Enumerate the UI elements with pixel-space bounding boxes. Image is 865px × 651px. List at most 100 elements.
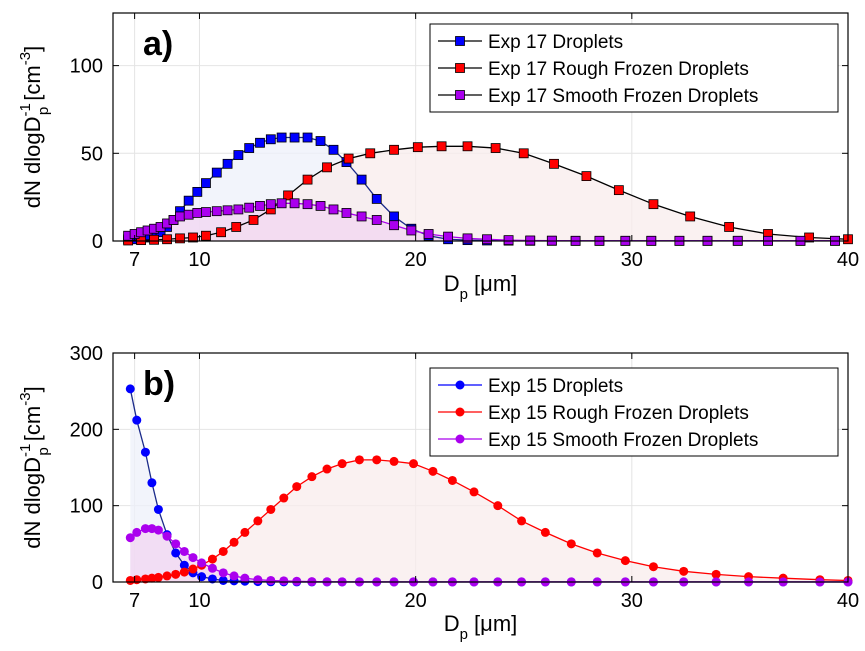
panel-label: a) bbox=[143, 25, 173, 63]
data-point bbox=[517, 516, 527, 526]
data-point bbox=[365, 148, 376, 159]
data-point bbox=[132, 415, 142, 425]
data-point bbox=[218, 568, 228, 578]
data-point bbox=[183, 209, 194, 220]
legend-entry: Exp 17 Rough Frozen Droplets bbox=[488, 59, 749, 80]
data-point bbox=[648, 199, 659, 210]
data-point bbox=[175, 233, 185, 244]
data-point bbox=[188, 232, 198, 243]
legend-box bbox=[429, 23, 839, 113]
data-point bbox=[343, 153, 354, 164]
data-point bbox=[266, 504, 276, 514]
data-point bbox=[337, 459, 347, 469]
data-point bbox=[276, 198, 287, 209]
data-point bbox=[197, 558, 207, 568]
data-point bbox=[462, 233, 473, 244]
data-point bbox=[389, 220, 399, 231]
data-point bbox=[240, 573, 250, 583]
data-point bbox=[302, 199, 313, 210]
y-tick-label: 0 bbox=[92, 572, 103, 594]
data-point bbox=[540, 527, 550, 537]
data-point bbox=[302, 174, 313, 185]
data-point bbox=[162, 234, 172, 245]
data-point bbox=[179, 546, 189, 556]
data-point bbox=[276, 132, 287, 143]
data-point bbox=[265, 199, 276, 210]
data-point bbox=[240, 527, 250, 537]
legend-marker bbox=[455, 434, 465, 444]
legend-marker bbox=[455, 407, 465, 417]
data-point bbox=[153, 525, 163, 535]
data-point bbox=[201, 178, 211, 189]
data-point bbox=[482, 234, 492, 245]
data-point bbox=[371, 215, 382, 225]
data-point bbox=[162, 571, 172, 581]
data-point bbox=[436, 141, 447, 152]
data-point bbox=[253, 516, 263, 526]
data-point bbox=[462, 141, 473, 152]
data-point bbox=[341, 208, 352, 218]
data-point bbox=[183, 195, 194, 206]
data-point bbox=[711, 569, 721, 579]
data-point bbox=[322, 464, 332, 474]
data-point bbox=[620, 556, 630, 566]
data-point bbox=[216, 227, 226, 238]
data-point bbox=[140, 524, 150, 534]
x-tick-label: 20 bbox=[405, 590, 427, 612]
data-point bbox=[188, 564, 198, 574]
x-tick-label: 10 bbox=[188, 249, 210, 271]
data-point bbox=[229, 537, 239, 547]
data-point bbox=[171, 539, 181, 549]
data-point bbox=[211, 206, 222, 217]
data-point bbox=[207, 554, 217, 564]
legend-marker bbox=[455, 36, 465, 46]
data-point bbox=[356, 174, 367, 185]
data-point bbox=[171, 548, 181, 558]
y-tick-label: 0 bbox=[92, 231, 103, 253]
data-point bbox=[443, 231, 453, 242]
legend-entry: Exp 15 Smooth Frozen Droplets bbox=[488, 430, 758, 451]
data-point bbox=[354, 455, 364, 465]
data-point bbox=[244, 202, 255, 213]
data-point bbox=[201, 207, 211, 217]
legend-entry: Exp 17 Droplets bbox=[488, 32, 623, 53]
panel-label: b) bbox=[143, 365, 175, 403]
data-point bbox=[412, 142, 423, 153]
y-tick-label: 200 bbox=[70, 419, 103, 441]
data-point bbox=[372, 455, 382, 465]
data-point bbox=[233, 204, 244, 215]
data-point bbox=[192, 208, 203, 218]
data-point bbox=[229, 571, 239, 581]
data-point bbox=[255, 137, 265, 148]
data-point bbox=[292, 576, 302, 586]
data-point bbox=[371, 194, 382, 204]
data-point bbox=[179, 567, 189, 577]
x-tick-label: 30 bbox=[621, 249, 643, 271]
x-tick-label: 10 bbox=[188, 590, 210, 612]
data-point bbox=[328, 204, 339, 215]
data-point bbox=[566, 539, 576, 549]
x-tick-label: 30 bbox=[621, 590, 643, 612]
data-point bbox=[581, 171, 592, 182]
data-point bbox=[132, 575, 142, 585]
data-point bbox=[279, 576, 289, 586]
x-tick-label: 7 bbox=[129, 590, 140, 612]
data-point bbox=[493, 501, 503, 511]
data-point bbox=[253, 575, 263, 585]
data-point bbox=[518, 148, 529, 159]
data-point bbox=[389, 211, 399, 222]
data-point bbox=[265, 134, 276, 145]
legend-entry: Exp 15 Droplets bbox=[488, 376, 623, 397]
data-point bbox=[592, 548, 602, 558]
data-point bbox=[153, 572, 163, 582]
x-tick-label: 40 bbox=[837, 249, 859, 271]
data-point bbox=[244, 143, 255, 153]
data-point bbox=[233, 150, 244, 160]
data-point bbox=[490, 143, 501, 153]
data-point bbox=[125, 533, 135, 543]
data-point bbox=[292, 482, 302, 492]
data-point bbox=[685, 211, 696, 222]
data-point bbox=[679, 566, 689, 576]
data-point bbox=[613, 185, 624, 196]
series-area-1 bbox=[130, 459, 848, 582]
